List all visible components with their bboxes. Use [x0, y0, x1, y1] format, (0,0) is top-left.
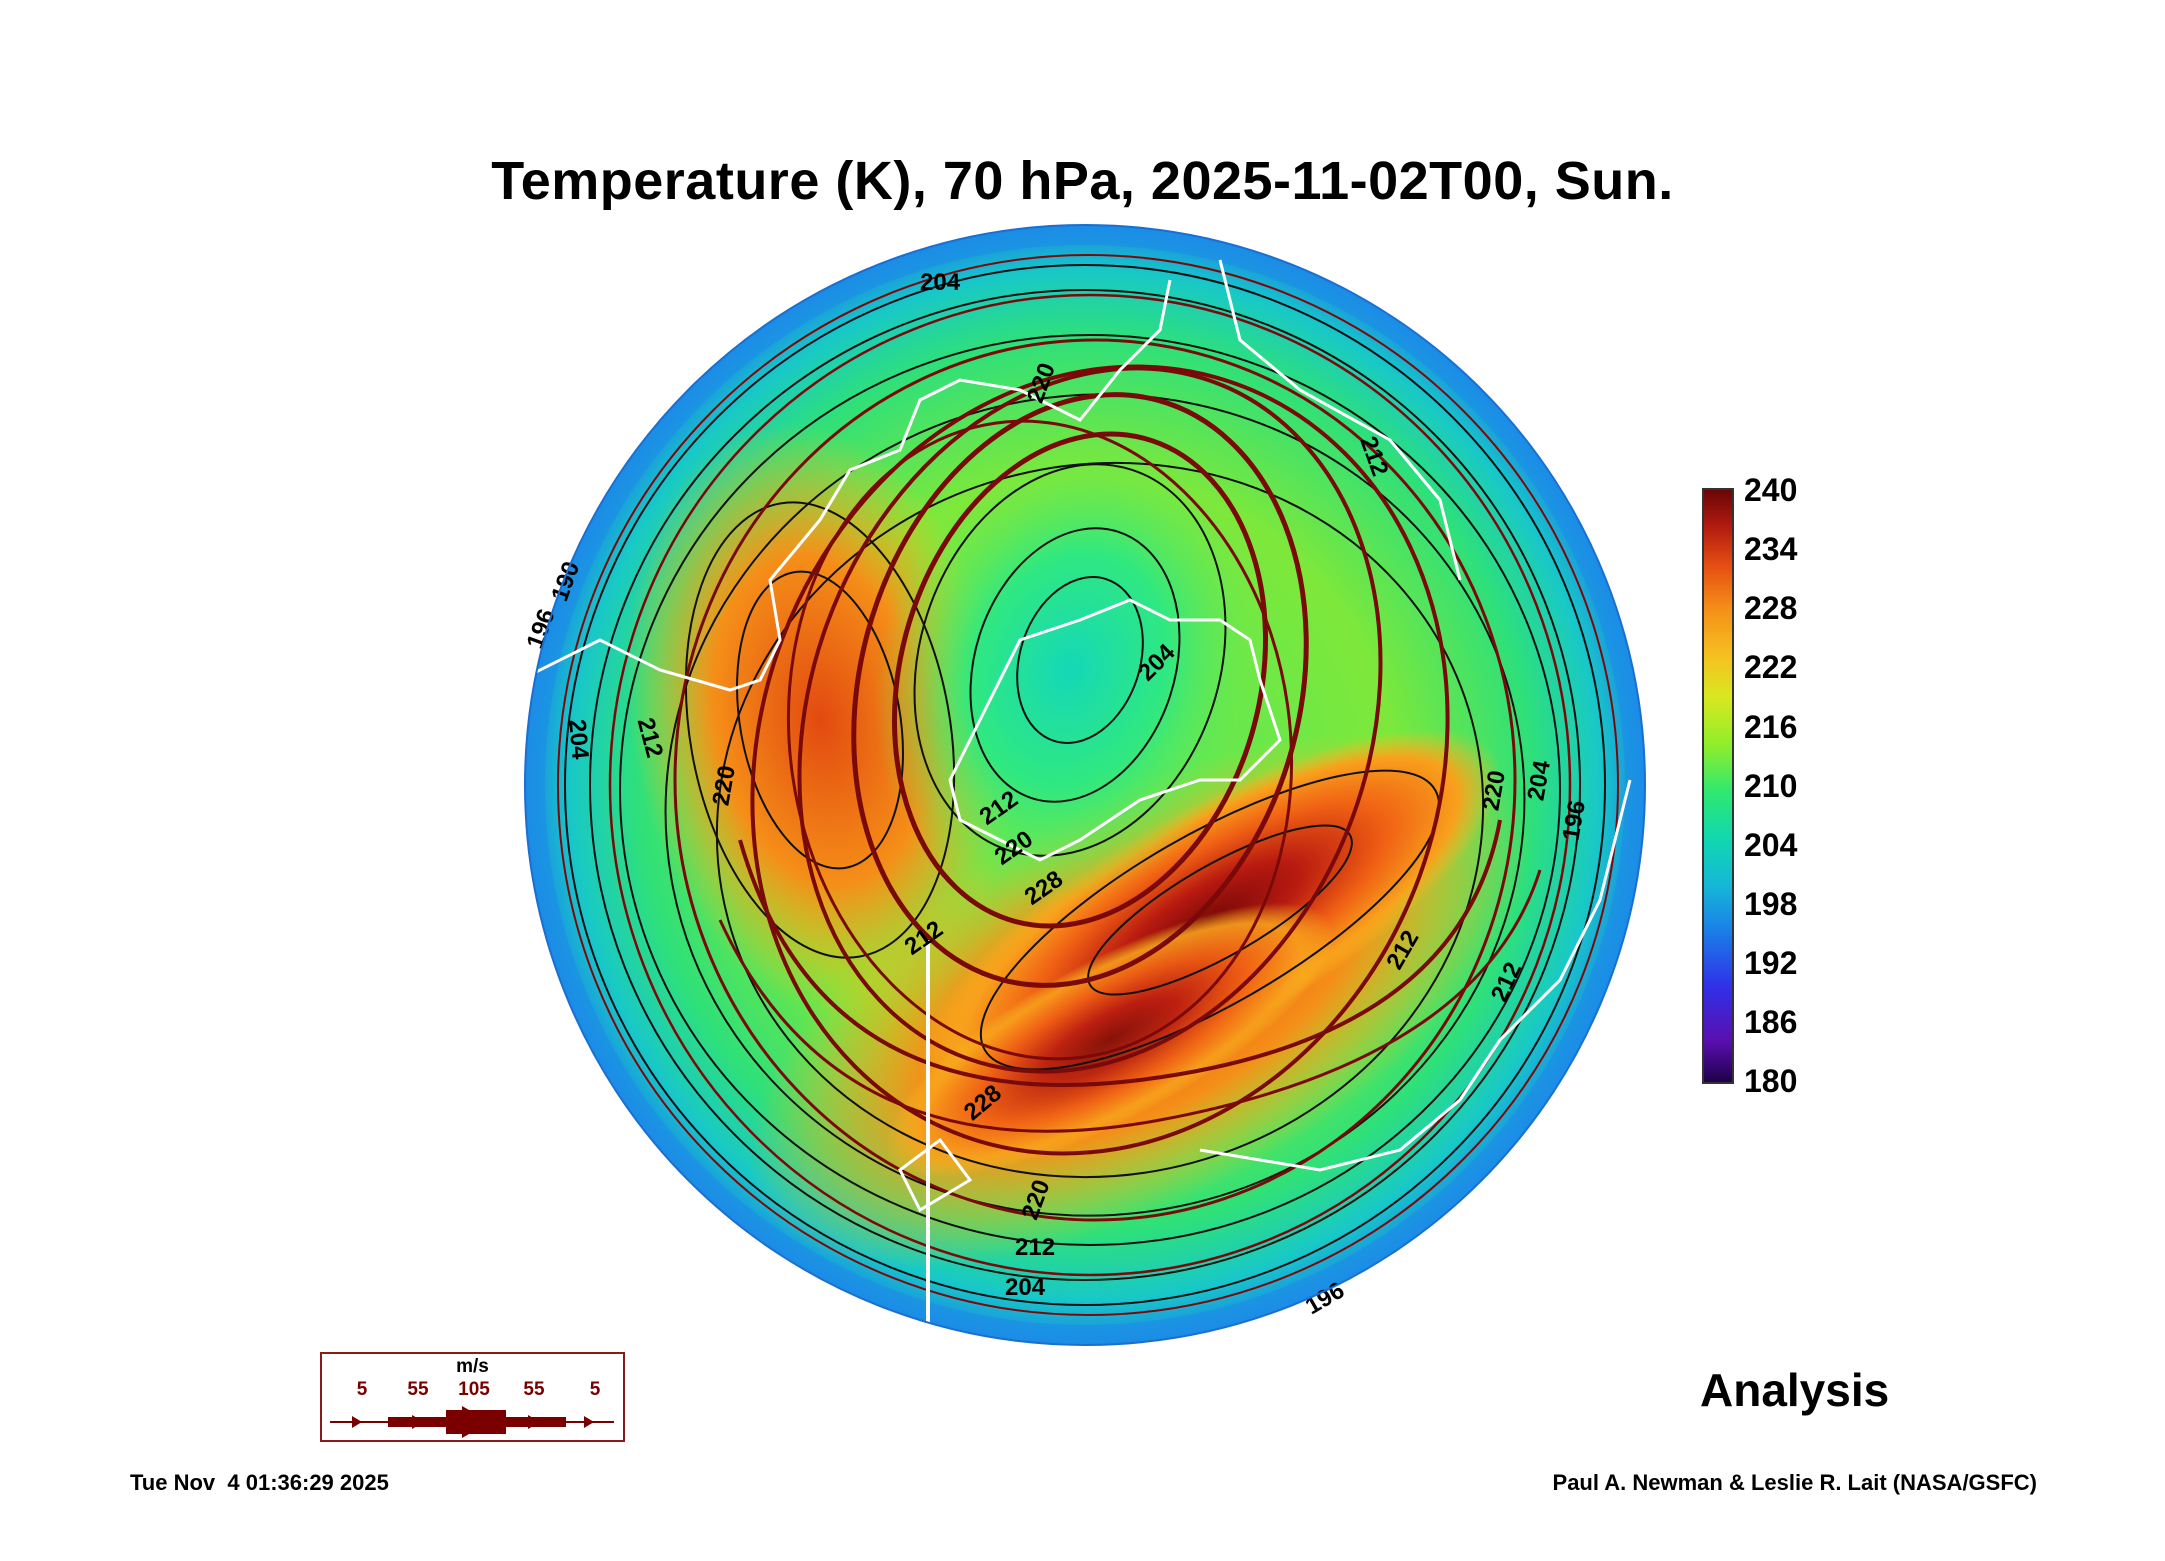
contour-label: 212 — [1015, 1234, 1055, 1261]
contour-label: 204 — [1005, 1274, 1046, 1301]
colorbar-tick: 180 — [1744, 1063, 1798, 1099]
colorbar-tick: 216 — [1744, 709, 1798, 745]
map-boundary — [524, 224, 1646, 1346]
render-timestamp: Tue Nov 4 01:36:29 2025 — [130, 1470, 389, 1495]
wind-arrow-scale — [330, 1406, 614, 1438]
wind-legend-value: 5 — [589, 1379, 601, 1400]
arrow-icon — [352, 1416, 362, 1428]
isotherm-contours — [564, 264, 1606, 1306]
arrow-icon — [412, 1415, 424, 1429]
arrow-icon — [528, 1415, 540, 1429]
colorbar-tick: 204 — [1744, 827, 1798, 863]
colorbar-tick: 192 — [1744, 945, 1798, 981]
colorbar-tick: 222 — [1744, 649, 1798, 685]
wind-legend-value: 55 — [407, 1379, 429, 1400]
contour-label: 204 — [563, 718, 593, 761]
temperature-colorbar — [1702, 488, 1734, 1084]
analysis-label: Analysis — [1700, 1364, 1890, 1416]
coastlines — [525, 259, 1632, 1345]
colorbar-tick: 228 — [1744, 590, 1798, 626]
colorbar-tick: 210 — [1744, 768, 1798, 804]
wind-legend-value: 5 — [356, 1379, 368, 1400]
wind-speed-legend: m/s 5 55 105 55 5 — [320, 1352, 625, 1442]
colorbar-tick: 186 — [1744, 1004, 1798, 1040]
colorbar-tick: 240 — [1744, 472, 1798, 508]
map-title: Temperature (K), 70 hPa, 2025-11-02T00, … — [491, 151, 1674, 211]
author-credit: Paul A. Newman & Leslie R. Lait (NASA/GS… — [1552, 1470, 2037, 1495]
wind-unit-label: m/s — [456, 1356, 489, 1377]
contour-label: 204 — [920, 269, 961, 296]
temperature-field — [525, 225, 1645, 1345]
polar-temperature-map: 204 196 190 212 204 220 212 204 220 212 … — [522, 224, 1646, 1346]
colorbar-tick: 198 — [1744, 886, 1798, 922]
wind-legend-value: 55 — [523, 1379, 545, 1400]
colorbar-tick: 234 — [1744, 531, 1798, 567]
wind-streamlines — [557, 254, 1619, 1316]
arrow-icon — [462, 1406, 490, 1438]
arrow-icon — [584, 1416, 594, 1428]
wind-legend-value: 105 — [458, 1379, 490, 1400]
